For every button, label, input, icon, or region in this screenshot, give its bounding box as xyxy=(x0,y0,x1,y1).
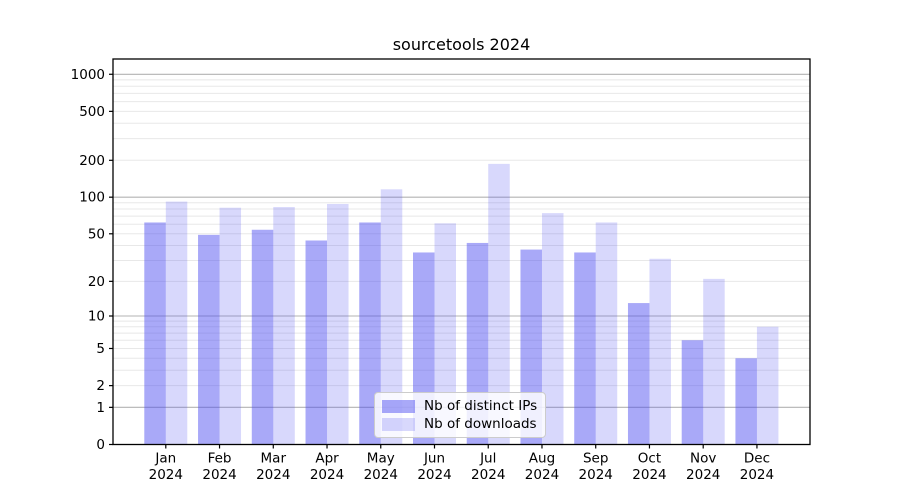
bar-dec-ips xyxy=(735,358,757,445)
y-tick-label-1: 1 xyxy=(96,400,105,416)
y-tick-label-200: 200 xyxy=(79,153,105,169)
bar-oct-downloads xyxy=(649,258,671,445)
x-tick-label-jun: Jun 2024 xyxy=(417,451,451,484)
bar-jun-downloads xyxy=(434,223,456,445)
y-tick-label-100: 100 xyxy=(79,190,105,206)
bar-dec-downloads xyxy=(756,326,779,445)
x-tick-label-jan: Jan 2024 xyxy=(149,451,183,484)
x-tick-label-sep: Sep 2024 xyxy=(579,451,613,484)
plot-frame xyxy=(112,58,811,446)
bar-jan-ips xyxy=(144,222,166,445)
x-tick-label-aug: Aug 2024 xyxy=(525,451,559,484)
bar-nov-downloads xyxy=(703,278,725,445)
bar-mar-downloads xyxy=(273,207,295,445)
bar-mar-ips xyxy=(251,229,274,445)
chart-title: sourcetools 2024 xyxy=(392,35,531,54)
legend-swatch-downloads xyxy=(382,417,415,431)
legend: Nb of distinct IPs Nb of downloads xyxy=(374,392,546,438)
x-tick-label-feb: Feb 2024 xyxy=(202,451,236,484)
bar-nov-ips xyxy=(681,340,704,445)
bar-sep-downloads xyxy=(595,222,618,445)
y-tick-label-2: 2 xyxy=(96,378,105,394)
x-tick-label-jul: Jul 2024 xyxy=(471,451,505,484)
y-tick-label-50: 50 xyxy=(88,226,105,242)
y-tick-label-5: 5 xyxy=(96,341,105,357)
x-tick-label-oct: Oct 2024 xyxy=(632,451,666,484)
bar-jan-downloads xyxy=(165,201,188,445)
bar-sep-ips xyxy=(574,252,596,445)
y-tick-label-20: 20 xyxy=(88,274,105,290)
legend-item-distinct-ips: Nb of distinct IPs xyxy=(382,398,538,414)
bar-apr-ips xyxy=(305,240,328,445)
legend-item-downloads: Nb of downloads xyxy=(382,416,537,432)
x-tick-label-dec: Dec 2024 xyxy=(740,451,774,484)
legend-label-downloads: Nb of downloads xyxy=(424,416,537,432)
x-tick-label-apr: Apr 2024 xyxy=(310,451,344,484)
bar-aug-downloads xyxy=(541,213,564,445)
x-tick-label-nov: Nov 2024 xyxy=(686,451,720,484)
bar-may-ips xyxy=(359,222,381,445)
y-tick-label-10: 10 xyxy=(88,309,105,325)
bar-feb-downloads xyxy=(219,207,242,445)
y-tick-label-500: 500 xyxy=(79,104,105,120)
bar-oct-ips xyxy=(627,303,650,445)
bar-feb-ips xyxy=(198,234,220,445)
x-tick-label-mar: Mar 2024 xyxy=(256,451,290,484)
legend-label-distinct-ips: Nb of distinct IPs xyxy=(424,398,538,414)
y-tick-label-0: 0 xyxy=(96,437,105,453)
x-tick-label-may: May 2024 xyxy=(364,451,398,484)
bar-apr-downloads xyxy=(327,203,349,445)
y-tick-label-1000: 1000 xyxy=(71,67,105,83)
legend-swatch-distinct-ips xyxy=(382,399,415,413)
bar-jul-downloads xyxy=(488,163,510,445)
bar-may-downloads xyxy=(380,189,403,445)
